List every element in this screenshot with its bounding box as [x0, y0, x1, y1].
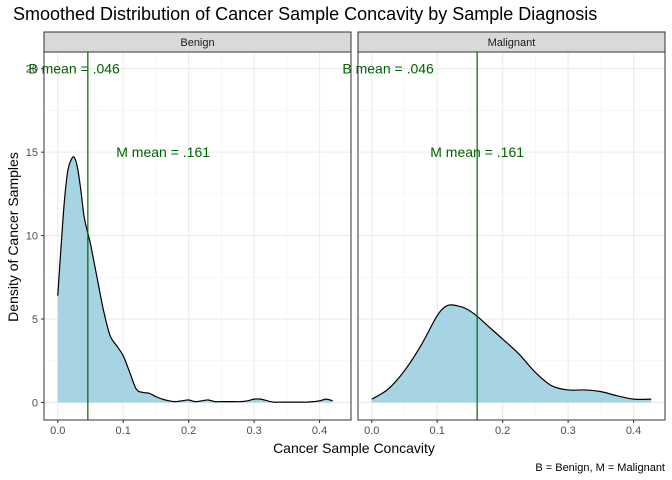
- x-tick-label: 0.1: [116, 425, 131, 437]
- facet-panels: Benign B mean = .046 M mean = .161 0.0 0.1 0.…: [26, 31, 666, 437]
- y-tick-label: 5: [32, 314, 38, 326]
- x-tick-label: 0.0: [364, 425, 379, 437]
- y-tick-label: 10: [26, 231, 38, 243]
- mean-annotation: B mean = .046: [28, 61, 120, 77]
- x-tick-label: 0.3: [560, 425, 575, 437]
- facet-strip-label: Malignant: [488, 37, 536, 49]
- x-tick-label: 0.2: [181, 425, 196, 437]
- y-tick-label: 20: [26, 64, 38, 76]
- density-line: [57, 156, 333, 403]
- panel-malignant: Malignant B mean = .046 M mean = .161 0.0 0.…: [342, 31, 666, 437]
- x-axis-title: Cancer Sample Concavity: [273, 440, 435, 456]
- facet-strip-label: Benign: [180, 37, 214, 49]
- x-tick-label: 0.4: [626, 425, 641, 437]
- y-tick-label: 15: [26, 147, 38, 159]
- mean-annotation: M mean = .161: [430, 144, 524, 160]
- x-tick-label: 0.4: [312, 425, 327, 437]
- x-tick-label: 0.2: [495, 425, 510, 437]
- x-tick-label: 0.1: [430, 425, 445, 437]
- panel-border: [357, 51, 666, 421]
- mean-annotation: B mean = .046: [342, 61, 434, 77]
- x-tick-label: 0.0: [50, 425, 65, 437]
- density-area: [371, 304, 652, 403]
- density-area: [57, 156, 333, 403]
- mean-annotation: M mean = .161: [116, 144, 210, 160]
- density-line: [371, 304, 652, 400]
- panel-benign: Benign B mean = .046 M mean = .161 0.0 0.1 0.…: [28, 31, 352, 437]
- chart-title: Smoothed Distribution of Cancer Sample C…: [13, 4, 597, 24]
- y-axis-title: Density of Cancer Samples: [5, 152, 21, 322]
- chart-caption: B = Benign, M = Malignant: [535, 462, 665, 474]
- y-tick-label: 0: [32, 397, 38, 409]
- x-tick-label: 0.3: [246, 425, 261, 437]
